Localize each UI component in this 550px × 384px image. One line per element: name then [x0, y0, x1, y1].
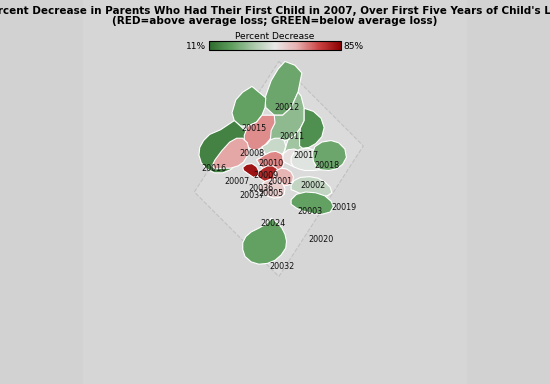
Polygon shape: [300, 108, 324, 148]
Polygon shape: [243, 164, 259, 177]
Text: 20017: 20017: [294, 151, 319, 160]
Text: 20037: 20037: [240, 191, 265, 200]
Text: 20003: 20003: [297, 207, 322, 217]
Text: 20009: 20009: [254, 171, 279, 180]
Polygon shape: [244, 115, 277, 150]
Text: 20018: 20018: [315, 161, 340, 170]
Text: (RED=above average loss; GREEN=below average loss): (RED=above average loss; GREEN=below ave…: [112, 16, 438, 26]
Text: 20001: 20001: [267, 177, 293, 186]
Text: 20012: 20012: [274, 103, 299, 112]
Polygon shape: [258, 179, 285, 198]
Text: Percent Decrease in Parents Who Had Their First Child in 2007, Over First Five Y: Percent Decrease in Parents Who Had Thei…: [0, 6, 550, 16]
Text: 85%: 85%: [344, 41, 364, 51]
Polygon shape: [265, 61, 302, 115]
Polygon shape: [194, 61, 364, 276]
Text: 20024: 20024: [261, 219, 286, 228]
Polygon shape: [243, 218, 287, 264]
Text: 11%: 11%: [186, 41, 206, 51]
Polygon shape: [262, 138, 286, 159]
Text: 20015: 20015: [241, 124, 267, 133]
Text: 20019: 20019: [332, 203, 357, 212]
Text: 20005: 20005: [258, 189, 284, 198]
Text: 20036: 20036: [249, 184, 274, 194]
Text: 20020: 20020: [309, 235, 334, 245]
Polygon shape: [312, 141, 346, 170]
Text: 20011: 20011: [280, 132, 305, 141]
Title: Percent Decrease: Percent Decrease: [235, 32, 315, 41]
Polygon shape: [284, 128, 306, 158]
Polygon shape: [199, 121, 249, 173]
Polygon shape: [271, 92, 304, 142]
Polygon shape: [291, 148, 325, 170]
Polygon shape: [256, 151, 284, 172]
Text: 20010: 20010: [258, 159, 284, 168]
Polygon shape: [291, 192, 333, 214]
Text: 20008: 20008: [239, 149, 265, 158]
Polygon shape: [212, 138, 249, 169]
Text: 20002: 20002: [301, 181, 326, 190]
Polygon shape: [257, 166, 279, 182]
Text: 20016: 20016: [201, 164, 226, 174]
Polygon shape: [273, 168, 294, 186]
Polygon shape: [232, 86, 266, 126]
Polygon shape: [283, 149, 304, 167]
Polygon shape: [291, 177, 332, 197]
Text: 20032: 20032: [270, 262, 295, 271]
Text: 20007: 20007: [224, 177, 249, 186]
